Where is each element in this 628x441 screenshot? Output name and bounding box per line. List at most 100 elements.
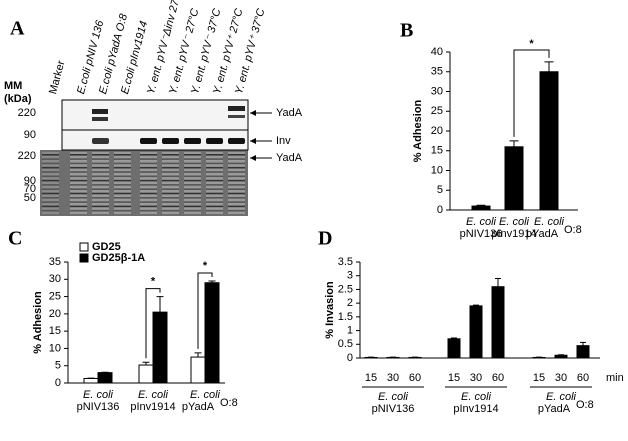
legend-label: GD25 [92, 241, 121, 253]
gel-lane [42, 152, 59, 214]
error-bar [208, 280, 216, 283]
gel-band [140, 209, 157, 212]
significance-label: * [151, 275, 156, 287]
gel-band [70, 205, 87, 208]
error-bar [473, 304, 479, 306]
bar [504, 146, 524, 211]
band-label: YadA [276, 107, 303, 119]
gel-band [140, 162, 157, 165]
mw-label: 220 [18, 107, 36, 119]
gel-band [228, 162, 245, 165]
gel-band [92, 184, 109, 186]
gel-band [140, 154, 157, 156]
gel-band [162, 188, 179, 190]
gel-band [92, 166, 109, 169]
gel-band [206, 201, 223, 203]
x-tick-label: E. coli [466, 216, 497, 228]
gel-band [114, 192, 131, 195]
gel-band [162, 171, 179, 173]
band-label: YadA [276, 152, 303, 164]
gel-lane [70, 152, 87, 214]
gel-band [92, 205, 109, 208]
gel-band [92, 188, 109, 190]
y-tick-label: 5 [437, 184, 443, 196]
gel-lane [206, 152, 223, 214]
band [140, 138, 157, 144]
bar [83, 378, 99, 384]
gel-band [140, 184, 157, 186]
gel-band [228, 154, 245, 156]
mm-label: (kDa) [4, 93, 32, 105]
gel-band [228, 175, 245, 178]
x-tick-label: E. coli [499, 216, 530, 228]
gel-band [140, 179, 157, 182]
bar [190, 356, 206, 384]
gel-band [206, 179, 223, 182]
gel-lane [92, 152, 109, 214]
y-tick-label: 0.5 [338, 338, 353, 350]
y-tick-label: 5 [55, 360, 61, 372]
x-tick-label: 15 [533, 372, 545, 384]
gel-band [184, 154, 201, 156]
gel-band [92, 201, 109, 203]
error-bar [544, 61, 554, 72]
gel-band [228, 166, 245, 169]
y-tick-label: 35 [431, 66, 443, 78]
x-tick-label: E. coli [546, 391, 577, 403]
y-tick-label: 25 [431, 105, 443, 117]
y-tick-label: 20 [431, 125, 443, 137]
gel-band [70, 188, 87, 190]
gel-band [184, 162, 201, 165]
mw-label: 70 [24, 183, 36, 195]
bar [539, 71, 559, 211]
y-tick-label: 2.5 [338, 283, 353, 295]
gel-band [162, 158, 179, 160]
y-tick-label: 30 [431, 85, 443, 97]
gel-band [162, 184, 179, 186]
y-tick-label: 15 [431, 145, 443, 157]
significance-bracket [513, 49, 550, 137]
gel-band [42, 201, 59, 203]
blot [61, 99, 249, 131]
bar [447, 338, 461, 359]
bar [97, 372, 113, 384]
gel-band [42, 162, 59, 165]
gel-band [206, 209, 223, 212]
y-tick-label: 1 [347, 324, 353, 336]
gel-band [206, 166, 223, 169]
band [206, 138, 223, 144]
x-tick-label: 30 [555, 372, 567, 384]
error-bar [509, 140, 519, 147]
band-label: Inv [276, 135, 291, 147]
error-bar [156, 296, 164, 313]
gel-band [42, 209, 59, 212]
band [228, 115, 245, 118]
gel-band [140, 166, 157, 169]
gel-band [114, 162, 131, 165]
x-tick-label: 15 [365, 372, 377, 384]
gel-band [114, 166, 131, 169]
gel-band [140, 188, 157, 190]
mw-label: 220 [18, 150, 36, 162]
x-tick-label-sup: O:8 [220, 397, 238, 409]
panel-label: A [10, 18, 25, 40]
error-bar [476, 204, 486, 207]
gel-band [42, 197, 59, 199]
y-tick-label: 20 [49, 308, 61, 320]
gel-band [206, 205, 223, 208]
gel-band [114, 209, 131, 212]
gel-band [184, 201, 201, 203]
gel-band [140, 197, 157, 199]
error-bar [451, 337, 457, 339]
gel-band [162, 201, 179, 203]
gel-band [184, 197, 201, 199]
mw-label: 50 [24, 192, 36, 204]
bar [491, 286, 505, 359]
x-tick-label: 60 [409, 372, 421, 384]
gel-band [42, 192, 59, 195]
gel-band [228, 184, 245, 186]
gel-band [206, 175, 223, 178]
arrowhead [250, 110, 256, 116]
y-tick-label: 35 [49, 256, 61, 268]
y-tick-label: 40 [431, 46, 443, 58]
